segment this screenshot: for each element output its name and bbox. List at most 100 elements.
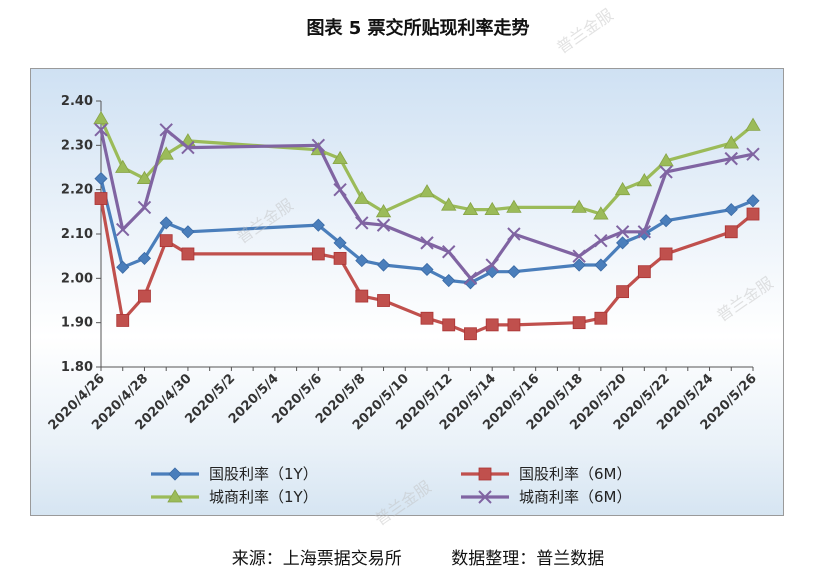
series-1-point: [377, 294, 390, 307]
series-0-point: [616, 236, 630, 250]
series-2-point: [93, 110, 109, 125]
series-0-point: [311, 218, 325, 232]
series-3-point: [507, 227, 521, 241]
y-tick-label: 1.80: [61, 360, 93, 375]
series-1-point: [616, 285, 629, 299]
line-chart: 1.801.902.002.102.202.302.402020/4/26202…: [46, 94, 761, 506]
series-0-point: [137, 251, 152, 265]
series-1-point: [659, 247, 673, 261]
series-1-point: [442, 318, 456, 332]
series-3-point: [94, 123, 108, 137]
series-1-point: [94, 192, 108, 205]
series-0-point: [420, 262, 434, 277]
series-0-point: [376, 258, 391, 272]
y-tick-label: 2.10: [61, 227, 93, 242]
series-3-point: [594, 233, 608, 248]
series-0-point: [572, 258, 586, 272]
legend-marker-2: [167, 489, 183, 503]
series-0-point: [181, 225, 195, 239]
series-2-point: [354, 190, 370, 204]
series-1-point: [420, 311, 434, 325]
series-0-point: [116, 260, 130, 274]
series-line-3: [99, 128, 754, 280]
series-2-point: [571, 199, 587, 213]
series-3-point: [137, 200, 152, 215]
series-0-point: [659, 214, 673, 228]
y-tick-label: 2.00: [61, 271, 93, 286]
legend-label-1: 国股利率（6M）: [519, 465, 632, 483]
series-1-point: [355, 289, 369, 303]
series-1-point: [485, 318, 499, 332]
series-2-point: [158, 146, 174, 160]
series-1-point: [181, 247, 195, 261]
series-2-point: [658, 153, 674, 167]
chart-area: 1.80 1.90 2.00 2.10 2.20 2.30 2.40 2020/4/26 202…: [30, 68, 784, 516]
series-3-point: [116, 222, 130, 237]
series-2-point: [484, 201, 500, 216]
series-1-point: [464, 327, 477, 341]
series-3-point: [724, 151, 738, 166]
series-3-point: [333, 182, 347, 197]
series-0-point: [507, 265, 521, 279]
series-1-point: [594, 311, 608, 325]
y-tick-label: 1.90: [61, 316, 93, 331]
series-2-point: [636, 173, 653, 187]
series-3-point: [637, 225, 652, 239]
series-3-point: [746, 147, 760, 161]
series-3-point: [615, 225, 630, 239]
legend-label-2: 城商利率（1Y）: [209, 488, 318, 506]
series-0-point: [463, 276, 478, 290]
series-2-point: [419, 184, 435, 198]
series-1-point: [116, 314, 130, 327]
series-3-point: [181, 140, 195, 155]
series-1-point: [572, 316, 586, 330]
series-2-point: [593, 206, 609, 220]
legend-marker-3: [478, 490, 492, 504]
legend-label-3: 城商利率（6M）: [519, 488, 632, 506]
series-0-point: [594, 258, 608, 272]
source-label: 来源：上海票据交易所: [231, 549, 402, 569]
series-1-point: [311, 247, 325, 261]
series-2-point: [375, 204, 392, 218]
series-3-point: [463, 271, 478, 286]
series-1-point: [507, 318, 521, 332]
series-3-point: [485, 258, 499, 272]
series-0-point: [724, 203, 738, 217]
series-3-point: [572, 249, 586, 263]
series-0-point: [442, 273, 456, 288]
legend-label-0: 国股利率（1Y）: [209, 465, 318, 483]
series-3-point: [159, 123, 173, 137]
source-line: 来源：上海票据交易所 数据整理：普兰数据: [0, 544, 836, 569]
series-0-point: [159, 216, 173, 230]
series-2-point: [462, 201, 479, 216]
series-1-point: [746, 207, 760, 221]
series-0-point: [333, 236, 347, 250]
series-2-point: [745, 117, 761, 131]
y-tick-label: 2.20: [61, 183, 93, 198]
series-1-point: [159, 234, 173, 248]
chart-title: 图表 5 票交所贴现利率走势: [306, 18, 530, 39]
legend-marker-0: [168, 467, 182, 481]
legend-marker-1: [478, 467, 492, 481]
series-2-point: [723, 135, 739, 149]
series-2-point: [441, 197, 457, 211]
series-0-point: [94, 172, 108, 186]
series-2-point: [115, 159, 131, 173]
series-3-point: [311, 138, 326, 153]
series-1-point: [333, 251, 347, 265]
y-tick-label: 2.30: [61, 138, 93, 153]
series-0-point: [746, 194, 760, 208]
series-3-point: [355, 216, 369, 230]
series-1-point: [724, 225, 738, 239]
data-credit-label: 数据整理：普兰数据: [451, 549, 605, 569]
series-2-point: [136, 170, 153, 184]
series-1-point: [637, 265, 651, 279]
series-1-point: [138, 289, 151, 303]
series-3-point: [420, 236, 434, 250]
series-3-point: [659, 165, 673, 179]
series-2-point: [506, 199, 522, 213]
series-2-point: [332, 150, 348, 165]
series-3-point: [376, 218, 391, 232]
series-3-point: [442, 245, 456, 259]
series-0-point: [355, 254, 369, 268]
